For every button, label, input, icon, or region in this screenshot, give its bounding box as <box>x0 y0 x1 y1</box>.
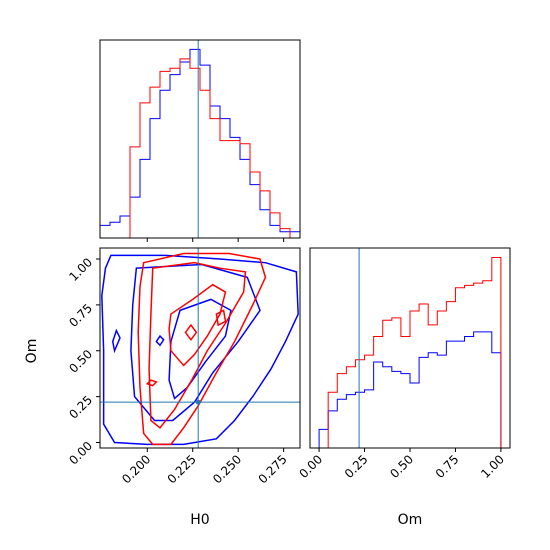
contour-red <box>215 309 227 327</box>
x-axis-label-h0: H0 <box>190 512 209 528</box>
h0-axis-tick-label: 0.200 <box>119 452 153 486</box>
om-axis-tick-label: 0.25 <box>66 393 95 422</box>
om-axis-tick-label: 0.25 <box>342 452 371 481</box>
contour-blue <box>111 328 121 354</box>
panel-h0-histogram <box>99 39 301 242</box>
om-axis-tick-label: 1.00 <box>66 255 95 284</box>
om-axis-tick-label: 0.00 <box>66 439 95 468</box>
contour-blue <box>101 254 299 446</box>
panel-frame <box>99 39 301 239</box>
om-axis-tick-label: 0.50 <box>66 347 95 376</box>
om-histogram-red <box>319 257 502 448</box>
truth-marker <box>196 400 201 405</box>
panel-om-histogram: 0.00 0.25 0.50 0.75 1.00 <box>296 247 511 481</box>
om-axis-tick-label: 0.75 <box>66 301 95 330</box>
panel-joint-contour: 0.200 0.225 0.250 0.275 0.00 0.25 0.50 0.75 1.00 <box>66 247 301 486</box>
contour-red <box>148 261 247 429</box>
om-axis-tick-label: 1.00 <box>478 452 507 481</box>
om-axis-tick-label: 0.50 <box>387 452 416 481</box>
h0-axis-tick-label: 0.250 <box>210 452 244 486</box>
contour-red <box>168 283 227 367</box>
contour-blue <box>155 334 165 347</box>
panel-frame <box>99 247 301 449</box>
h0-axis-tick-label: 0.275 <box>256 452 290 486</box>
om-histogram-blue <box>318 331 502 448</box>
contour-red <box>184 323 198 341</box>
contour-blue <box>168 298 232 400</box>
panel-frame <box>309 247 511 449</box>
om-axis-tick-label: 0.00 <box>296 452 325 481</box>
h0-axis-tick-label: 0.225 <box>165 452 199 486</box>
y-axis-label-om: Om <box>24 339 40 364</box>
h0-histogram-red <box>100 58 300 238</box>
om-axis-tick-label: 0.75 <box>433 452 462 481</box>
x-axis-label-om: Om <box>398 512 423 528</box>
contour-red <box>145 379 158 387</box>
contour-red <box>137 252 267 446</box>
